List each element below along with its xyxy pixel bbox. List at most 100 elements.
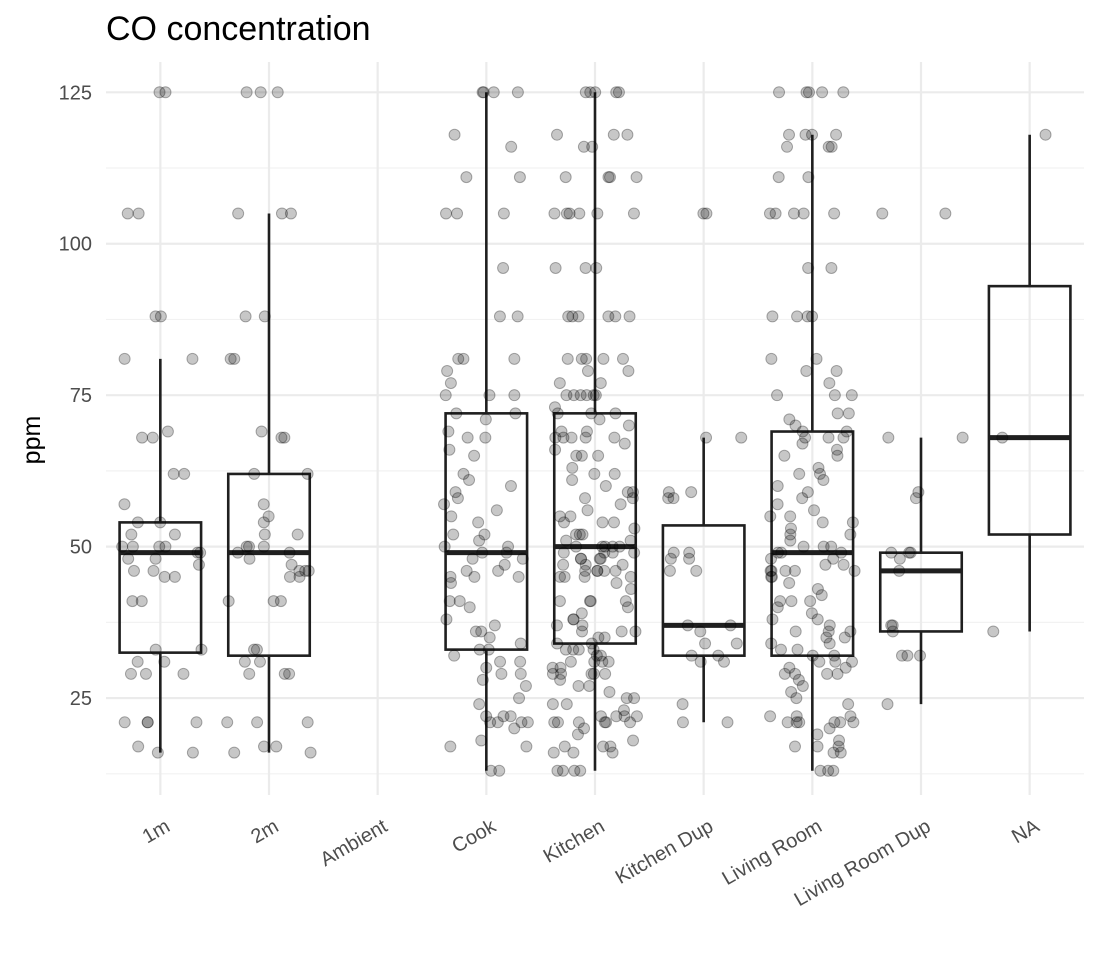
data-point [596, 516, 609, 529]
data-point [580, 389, 593, 402]
data-point [121, 207, 134, 220]
data-point [618, 710, 631, 723]
data-point [893, 564, 906, 577]
data-point [763, 207, 776, 220]
data-point [511, 310, 524, 323]
data-point [830, 443, 843, 456]
data-point [608, 431, 621, 444]
data-point [131, 516, 144, 529]
data-point [724, 619, 737, 632]
data-point [487, 86, 500, 99]
data-point [909, 492, 922, 505]
data-point [232, 207, 245, 220]
data-point [575, 352, 588, 365]
data-point [771, 480, 784, 493]
data-point [771, 498, 784, 511]
data-point [796, 437, 809, 450]
data-point [781, 140, 794, 153]
data-point [694, 655, 707, 668]
data-point [848, 564, 861, 577]
data-point [608, 467, 621, 480]
data-point [514, 667, 527, 680]
data-point [598, 564, 611, 577]
data-point [573, 528, 586, 541]
data-point [448, 649, 461, 662]
boxplot-layer [118, 92, 1072, 771]
data-point [783, 576, 796, 589]
data-point [624, 534, 637, 547]
data-point [135, 595, 148, 608]
data-point [491, 716, 504, 729]
data-point [492, 564, 505, 577]
data-point [783, 413, 796, 426]
data-point [664, 552, 677, 565]
data-point [238, 655, 251, 668]
data-point [560, 534, 573, 547]
data-point [785, 595, 798, 608]
data-point [549, 443, 562, 456]
data-point [667, 492, 680, 505]
data-point [623, 310, 636, 323]
data-point [956, 431, 969, 444]
data-point [555, 425, 568, 438]
data-point [515, 716, 528, 729]
data-point [450, 407, 463, 420]
data-point [258, 740, 271, 753]
data-point [811, 583, 824, 596]
data-point [567, 643, 580, 656]
data-point [149, 552, 162, 565]
data-point [594, 377, 607, 390]
data-point [574, 764, 587, 777]
data-point [575, 607, 588, 620]
data-point [483, 631, 496, 644]
data-point [443, 595, 456, 608]
data-point [516, 552, 529, 565]
data-point [685, 649, 698, 662]
data-point [617, 704, 630, 717]
data-point [796, 492, 809, 505]
data-point [765, 352, 778, 365]
data-point [126, 595, 139, 608]
data-point [549, 431, 562, 444]
data-point [125, 528, 138, 541]
data-point [822, 140, 835, 153]
data-point [778, 449, 791, 462]
data-point [571, 728, 584, 741]
data-point [186, 746, 199, 759]
data-point [805, 607, 818, 620]
box-iqr [661, 524, 746, 657]
data-point [765, 637, 778, 650]
data-point [771, 601, 784, 614]
data-point [451, 207, 464, 220]
data-point [304, 746, 317, 759]
data-point [774, 595, 787, 608]
data-point [775, 546, 788, 559]
data-point [576, 625, 589, 638]
data-point [521, 716, 534, 729]
data-point [576, 528, 589, 541]
data-point [886, 625, 899, 638]
data-point [610, 576, 623, 589]
data-point [441, 364, 454, 377]
data-point [547, 746, 560, 759]
data-point [248, 643, 261, 656]
data-point [192, 558, 205, 571]
data-point [570, 449, 583, 462]
data-point [560, 389, 573, 402]
data-point [570, 528, 583, 541]
data-point [257, 540, 270, 553]
data-point [823, 619, 836, 632]
data-point [783, 661, 796, 674]
data-point [800, 364, 813, 377]
data-point [559, 171, 572, 184]
data-point [161, 425, 174, 438]
data-point [551, 407, 564, 420]
data-point [453, 595, 466, 608]
data-point [231, 546, 244, 559]
data-point [151, 746, 164, 759]
data-point [124, 667, 137, 680]
data-point [735, 431, 748, 444]
data-point [606, 546, 619, 559]
data-point [463, 473, 476, 486]
data-point [802, 86, 815, 99]
